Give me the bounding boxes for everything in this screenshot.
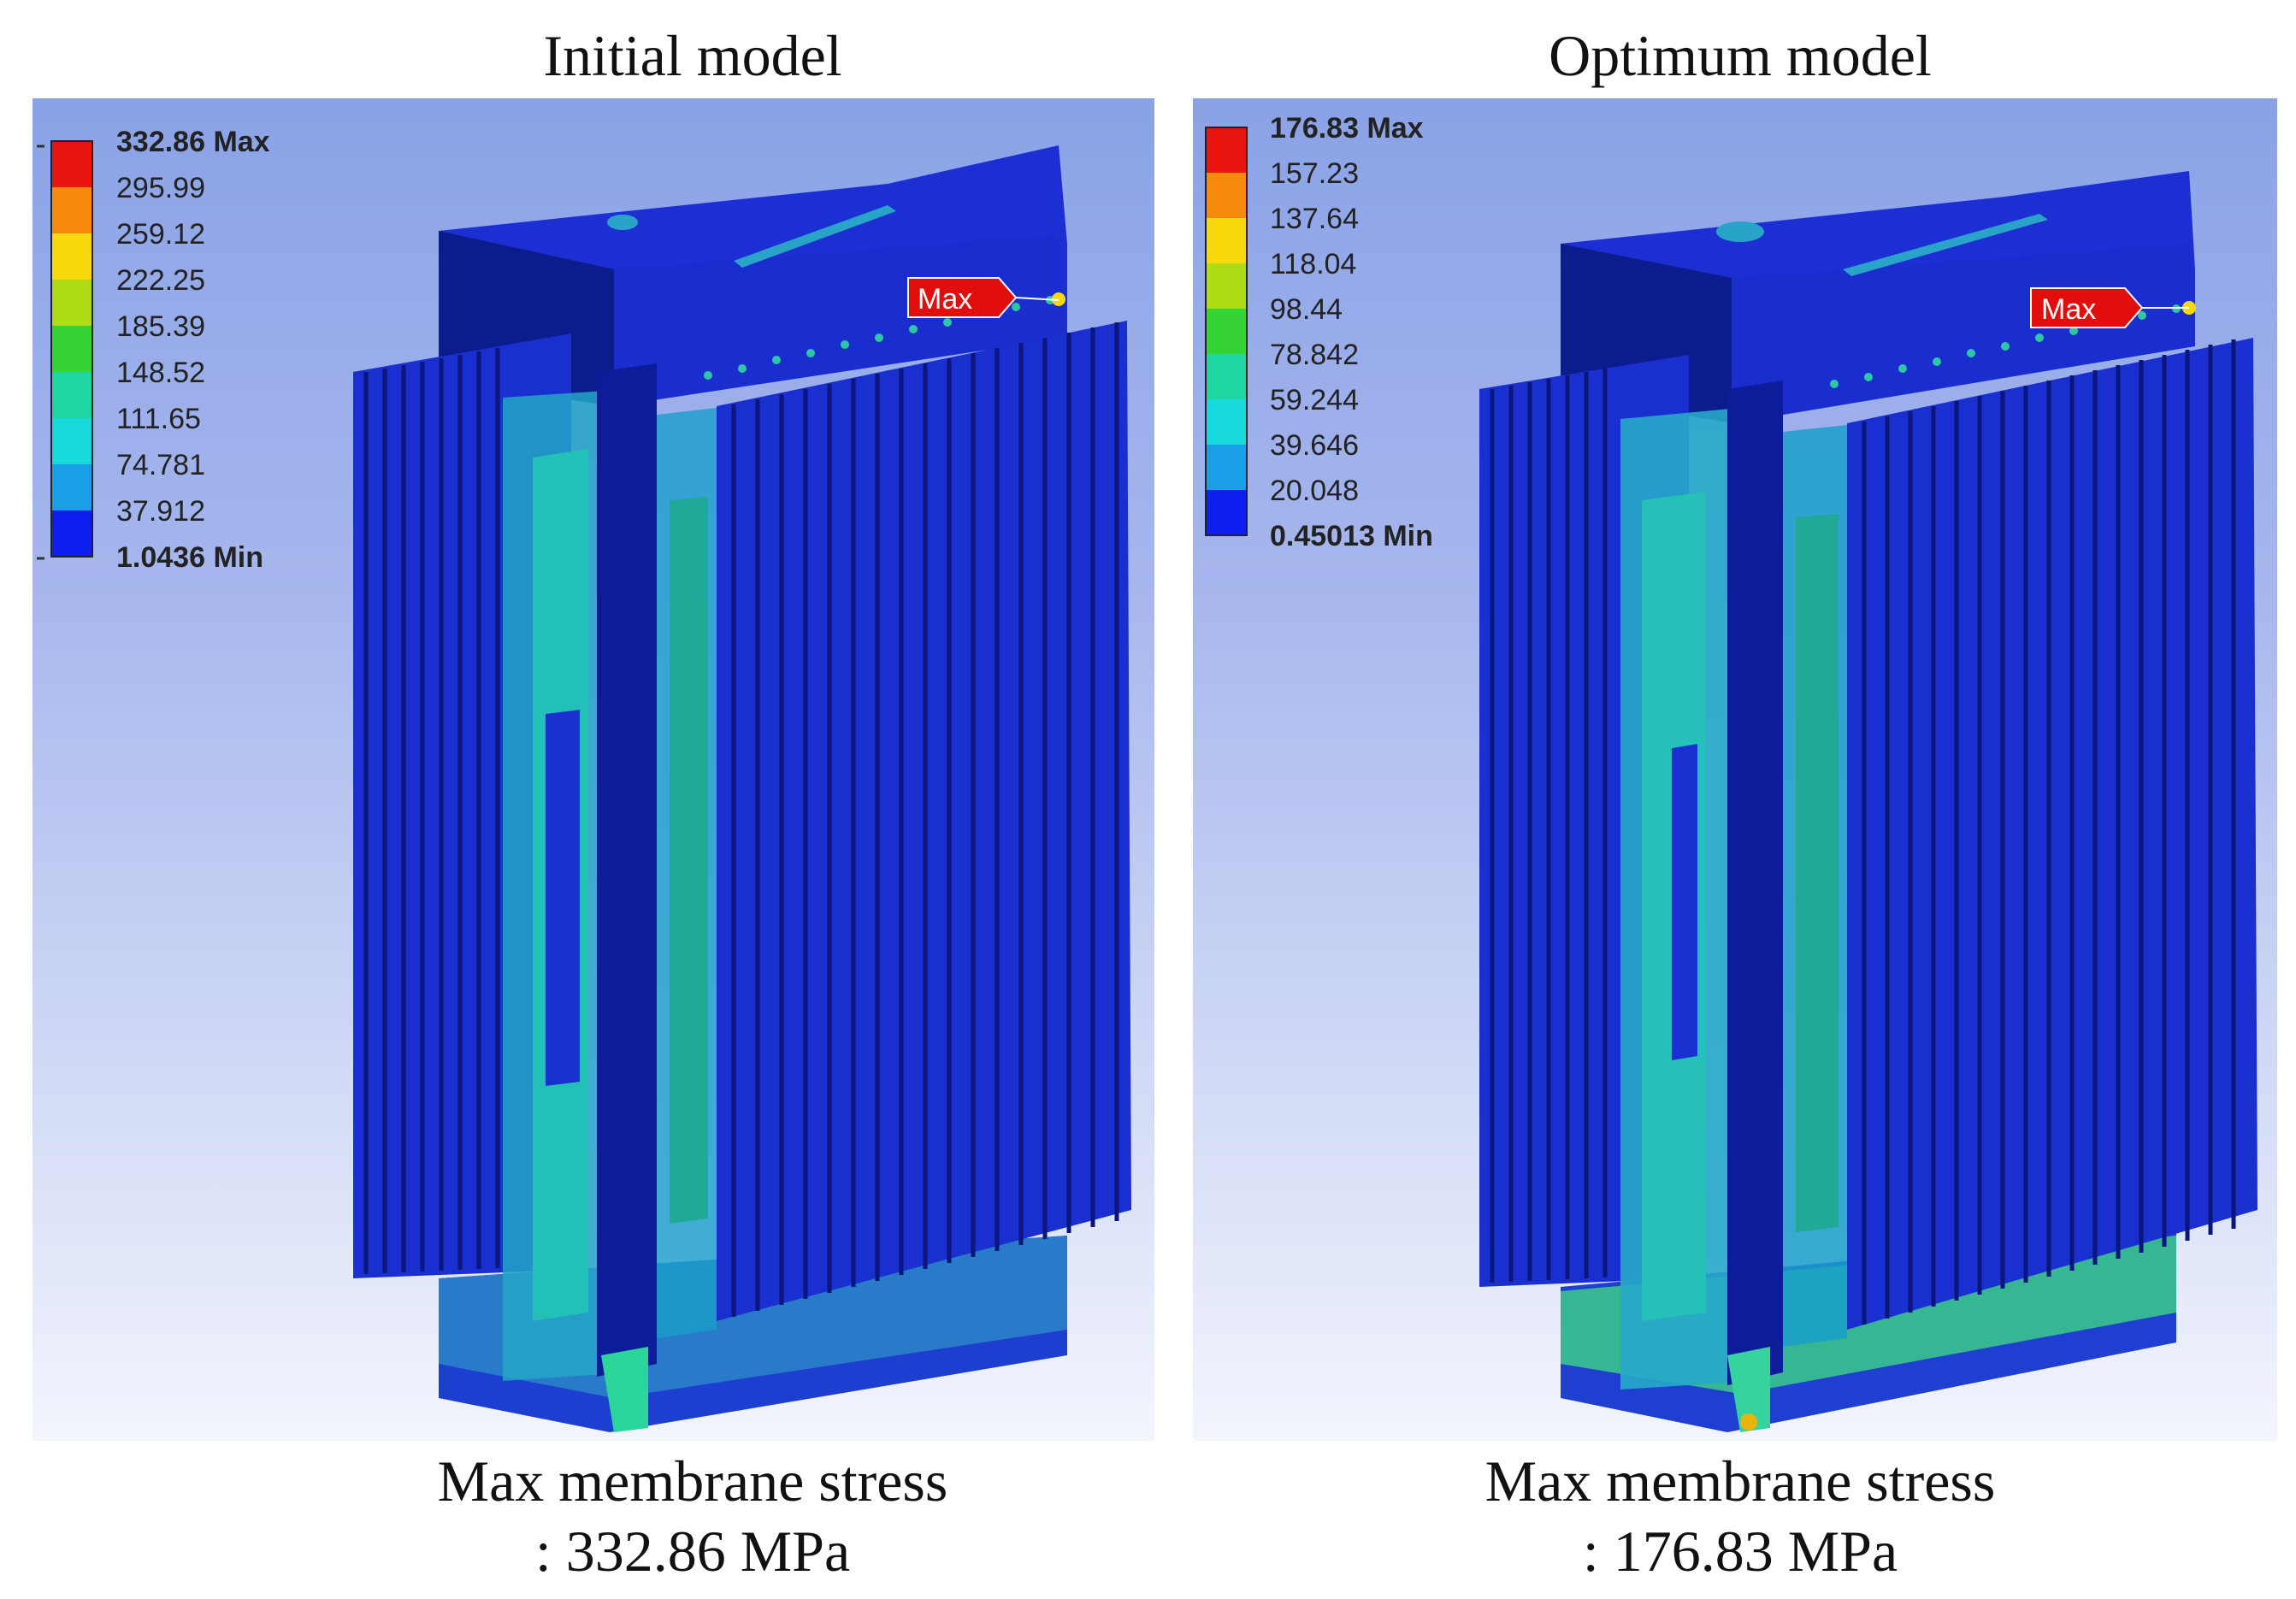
legend-label: 20.048 bbox=[1270, 475, 1359, 507]
viewport-initial-model: 332.86 Max 295.99 259.12 222.25 185.39 1… bbox=[32, 98, 1154, 1441]
legend-label: 222.25 bbox=[116, 264, 205, 297]
legend-swatch bbox=[51, 233, 92, 280]
legend-label: 118.04 bbox=[1270, 248, 1356, 280]
legend-swatch bbox=[51, 326, 92, 372]
model-geometry-initial bbox=[353, 145, 1131, 1432]
caption-line1-initial: Max membrane stress bbox=[437, 1449, 948, 1513]
legend-label: 98.44 bbox=[1270, 293, 1343, 326]
right-fins bbox=[1862, 339, 2236, 1325]
legend-swatches bbox=[1206, 127, 1247, 535]
legend-label: 148.52 bbox=[116, 357, 205, 389]
legend-label: 137.64 bbox=[1270, 203, 1359, 235]
legend-label: 157.23 bbox=[1270, 157, 1359, 190]
legend-label: 332.86 Max bbox=[116, 126, 270, 158]
caption-line2-initial: : 332.86 MPa bbox=[534, 1519, 851, 1584]
legend-label: 0.45013 Min bbox=[1270, 520, 1433, 552]
legend-label: 1.0436 Min bbox=[116, 541, 263, 574]
max-probe-label: Max bbox=[2041, 293, 2096, 326]
legend-swatch bbox=[1206, 173, 1247, 218]
legend-swatch bbox=[1206, 490, 1247, 535]
max-probe-optimum: Max bbox=[2030, 287, 2189, 328]
legend-swatch bbox=[1206, 445, 1247, 490]
legend-swatch bbox=[51, 464, 92, 510]
legend-swatch bbox=[1206, 309, 1247, 354]
legend-label: 37.912 bbox=[116, 495, 205, 528]
legend-swatch bbox=[51, 141, 92, 187]
legend-swatch bbox=[51, 280, 92, 326]
legend-label: 111.65 bbox=[116, 403, 201, 435]
legend-swatch bbox=[51, 372, 92, 418]
legend-label: 259.12 bbox=[116, 218, 205, 251]
right-fin-bank bbox=[704, 292, 1131, 1321]
legend-initial: 332.86 Max 295.99 259.12 222.25 185.39 1… bbox=[37, 126, 270, 574]
legend-swatch bbox=[1206, 263, 1247, 309]
max-probe-label: Max bbox=[918, 283, 972, 316]
legend-label: 74.781 bbox=[116, 449, 205, 481]
legend-swatch bbox=[1206, 399, 1247, 445]
right-fins bbox=[731, 322, 1119, 1317]
max-probe-initial: Max bbox=[907, 277, 1059, 318]
legend-swatch bbox=[1206, 127, 1247, 173]
viewport-optimum-model: 176.83 Max 157.23 137.64 118.04 98.44 78… bbox=[1193, 98, 2277, 1441]
left-fins bbox=[363, 348, 500, 1274]
legend-label: 185.39 bbox=[116, 310, 205, 343]
left-fins bbox=[1490, 369, 1608, 1283]
model-geometry-optimum bbox=[1479, 171, 2258, 1432]
caption-line2-optimum: : 176.83 MPa bbox=[1582, 1519, 1898, 1584]
legend-label: 176.83 Max bbox=[1270, 112, 1424, 145]
legend-swatch bbox=[51, 510, 92, 557]
stress-contour-initial: 332.86 Max 295.99 259.12 222.25 185.39 1… bbox=[37, 126, 1131, 1432]
legend-swatches bbox=[51, 141, 92, 557]
legend-swatch bbox=[51, 418, 92, 464]
legend-swatch bbox=[51, 187, 92, 233]
caption-line1-optimum: Max membrane stress bbox=[1484, 1449, 1996, 1513]
legend-label: 39.646 bbox=[1270, 429, 1359, 462]
right-fin-bank bbox=[1830, 301, 2258, 1330]
legend-optimum: 176.83 Max 157.23 137.64 118.04 98.44 78… bbox=[1205, 112, 1433, 552]
panel-title-initial: Initial model bbox=[543, 23, 842, 88]
legend-swatch bbox=[1206, 218, 1247, 263]
legend-label: 78.842 bbox=[1270, 339, 1359, 371]
stress-contour-optimum: 176.83 Max 157.23 137.64 118.04 98.44 78… bbox=[1205, 112, 2258, 1432]
legend-label: 59.244 bbox=[1270, 384, 1359, 416]
legend-label: 295.99 bbox=[116, 172, 205, 204]
panel-title-optimum: Optimum model bbox=[1549, 23, 1932, 88]
legend-swatch bbox=[1206, 354, 1247, 399]
